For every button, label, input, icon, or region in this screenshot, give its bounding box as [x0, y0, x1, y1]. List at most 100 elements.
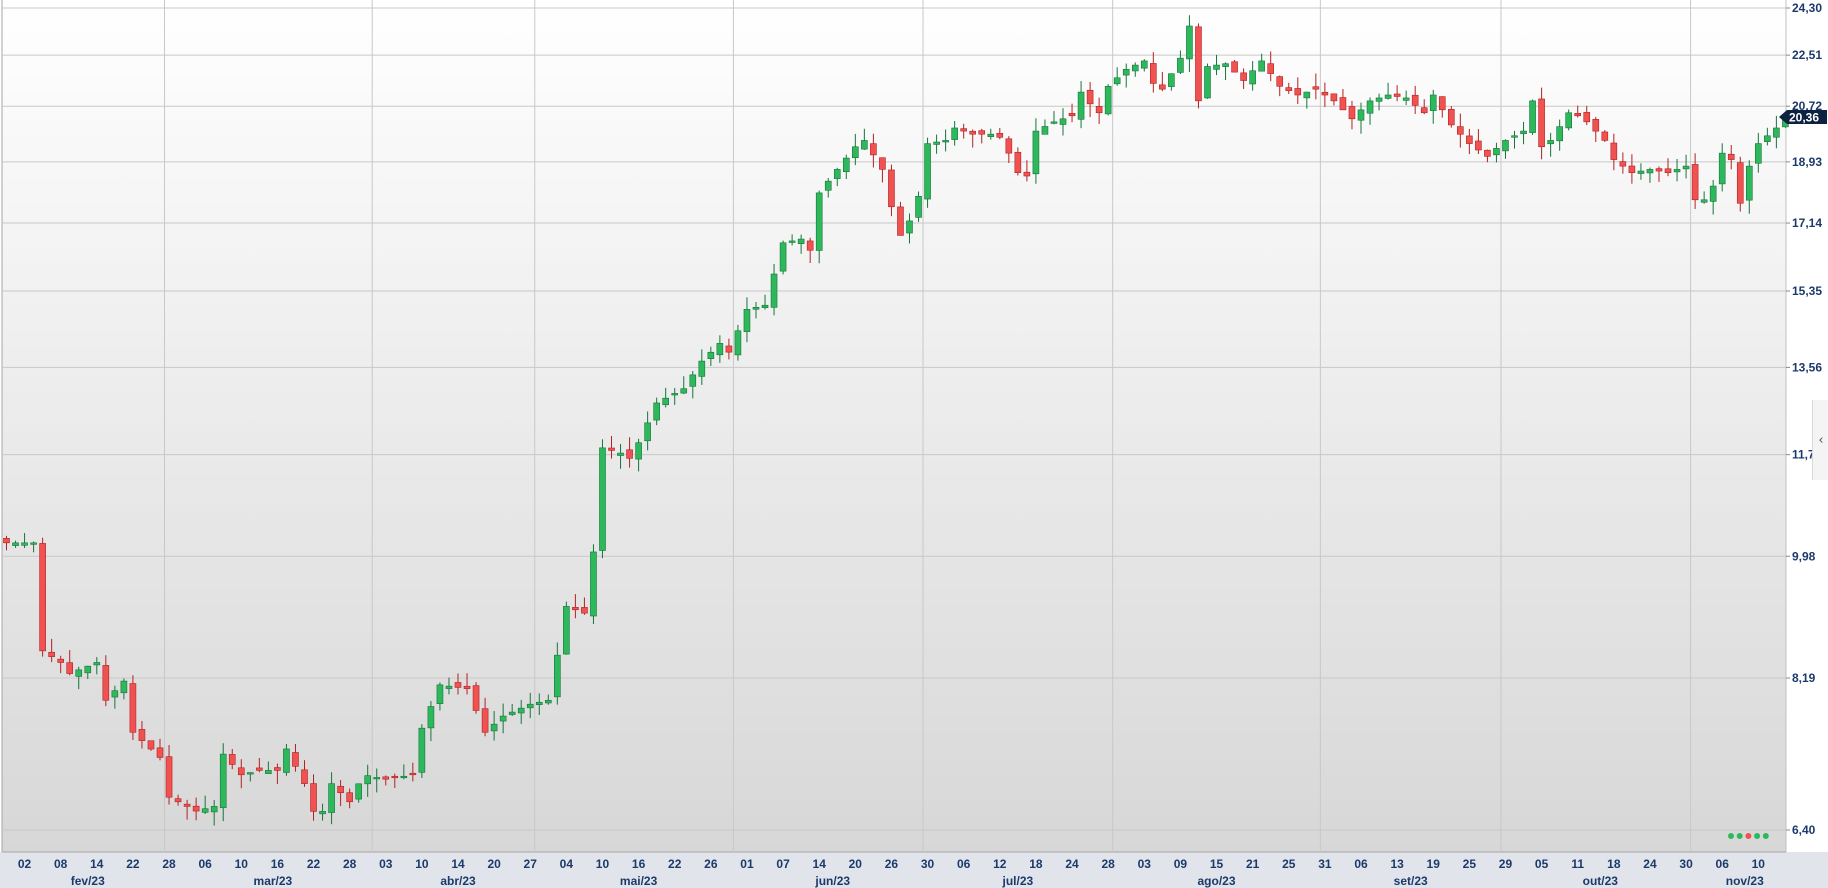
x-tick-label: 02 — [18, 857, 32, 871]
candle-body — [40, 543, 46, 650]
candle-body — [1150, 63, 1156, 83]
x-tick-label: 30 — [1679, 857, 1693, 871]
candle-body — [897, 207, 903, 236]
candle-body — [771, 274, 777, 307]
candle-body — [690, 375, 696, 386]
x-tick-label: 14 — [451, 857, 465, 871]
candle-body — [1421, 108, 1427, 113]
status-dot — [1728, 833, 1734, 839]
x-tick-label: 12 — [993, 857, 1007, 871]
candle-body — [834, 169, 840, 178]
candle-body — [473, 686, 479, 711]
candle-body — [1042, 126, 1048, 134]
candle-body — [1746, 166, 1752, 200]
candle-body — [1539, 99, 1545, 147]
candle-body — [1557, 127, 1563, 141]
candle-body — [1322, 92, 1328, 95]
x-tick-label: 20 — [487, 857, 501, 871]
candle-body — [934, 142, 940, 144]
candle-body — [1177, 58, 1183, 72]
candle-body — [1232, 62, 1238, 72]
candle-body — [193, 806, 199, 811]
candle-body — [1466, 136, 1472, 144]
candle-body — [374, 777, 380, 779]
candle-body — [31, 543, 37, 545]
chevron-left-icon: ‹ — [1818, 433, 1823, 448]
status-dot — [1763, 833, 1769, 839]
candle — [780, 241, 786, 275]
candle — [148, 741, 154, 751]
x-tick-label: 26 — [704, 857, 718, 871]
candle-body — [1024, 172, 1030, 176]
candle-body — [636, 443, 642, 459]
candle-body — [979, 131, 985, 135]
candle-body — [1087, 90, 1093, 104]
candle-body — [699, 361, 705, 376]
y-tick-label: 13,56 — [1792, 360, 1822, 374]
candle-body — [76, 670, 82, 677]
candle-body — [645, 423, 651, 441]
candle-body — [139, 729, 145, 740]
candle-body — [1114, 78, 1120, 84]
candle-body — [1611, 143, 1617, 160]
candle-body — [726, 346, 732, 352]
candle-body — [1773, 128, 1779, 137]
candle-body — [175, 799, 181, 802]
x-month-label: nov/23 — [1726, 874, 1764, 888]
collapse-panel-button[interactable]: ‹ — [1812, 400, 1828, 480]
candle-body — [708, 352, 714, 358]
candle-body — [1656, 169, 1662, 171]
candle-body — [1367, 101, 1373, 113]
candle-body — [103, 665, 109, 700]
candle — [1204, 64, 1210, 99]
candle-body — [401, 776, 407, 778]
x-month-label: abr/23 — [440, 874, 476, 888]
candle-body — [1530, 101, 1536, 133]
candle-body — [238, 768, 244, 775]
candle-body — [1123, 69, 1129, 75]
x-month-label: mai/23 — [620, 874, 658, 888]
candle — [1530, 100, 1536, 135]
x-tick-label: 05 — [1535, 857, 1549, 871]
candle-body — [1186, 26, 1192, 59]
x-tick-label: 20 — [849, 857, 863, 871]
candle-body — [410, 773, 416, 775]
candle-body — [148, 741, 154, 749]
x-tick-label: 09 — [1174, 857, 1188, 871]
candle-body — [609, 448, 615, 450]
candle — [599, 439, 605, 558]
x-tick-label: 28 — [1101, 857, 1115, 871]
candle-body — [1105, 86, 1111, 114]
x-tick-label: 19 — [1427, 857, 1441, 871]
x-tick-label: 16 — [632, 857, 646, 871]
candle-body — [988, 134, 994, 136]
candle-body — [997, 133, 1003, 137]
x-tick-label: 24 — [1065, 857, 1079, 871]
candle-body — [1349, 106, 1355, 118]
candle-body — [482, 709, 488, 733]
candle-body — [1376, 98, 1382, 101]
candle-body — [1078, 92, 1084, 119]
candle-body — [563, 606, 569, 654]
candle-body — [311, 784, 317, 812]
candle-body — [1484, 150, 1490, 156]
candle-body — [419, 728, 425, 772]
candle-body — [446, 686, 452, 688]
candle — [1105, 84, 1111, 115]
x-tick-label: 22 — [668, 857, 682, 871]
x-month-label: jun/23 — [814, 874, 850, 888]
candle-body — [130, 684, 136, 733]
candle-body — [500, 716, 506, 721]
candle-body — [1755, 144, 1761, 164]
x-tick-label: 06 — [1354, 857, 1368, 871]
x-month-label: out/23 — [1583, 874, 1619, 888]
candle-body — [1304, 92, 1310, 98]
candle-body — [283, 749, 289, 773]
candle-body — [1223, 64, 1229, 67]
candle-body — [1475, 141, 1481, 150]
x-month-label: ago/23 — [1198, 874, 1236, 888]
candle-body — [1286, 88, 1292, 91]
candle-body — [1575, 113, 1581, 115]
candle-body — [916, 196, 922, 217]
